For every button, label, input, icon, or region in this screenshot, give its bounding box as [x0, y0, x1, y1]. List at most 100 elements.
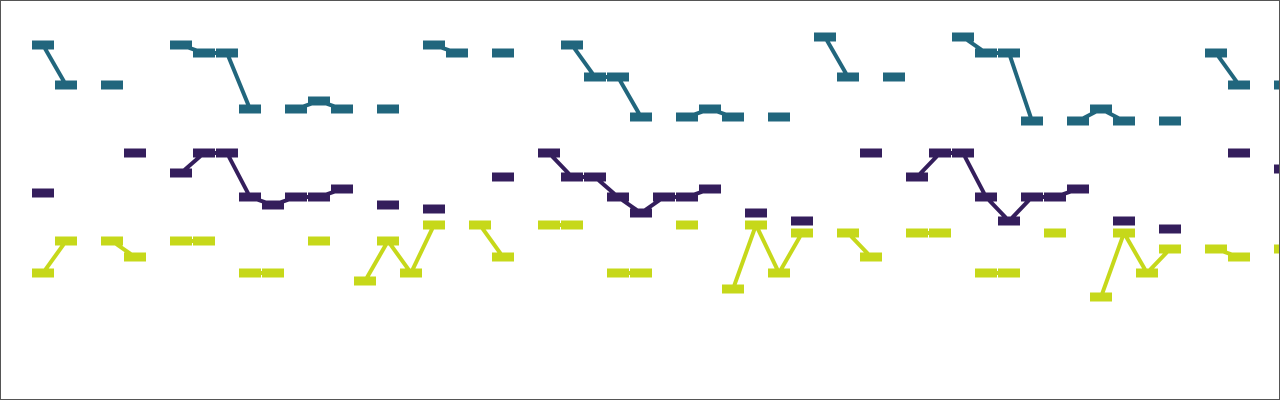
data-point-marker	[1159, 244, 1181, 254]
data-point-marker	[607, 268, 629, 278]
series-line-segment	[478, 223, 505, 259]
data-point-marker	[423, 220, 445, 230]
data-point-marker	[239, 268, 261, 278]
data-point-marker	[768, 112, 790, 122]
series-2	[32, 148, 1279, 234]
data-point-marker	[1044, 228, 1066, 238]
data-point-marker	[768, 268, 790, 278]
data-point-marker	[929, 148, 951, 158]
data-point-marker	[1113, 116, 1135, 126]
data-point-marker	[561, 220, 583, 230]
data-point-marker	[1228, 148, 1250, 158]
data-point-marker	[216, 48, 238, 58]
data-point-marker	[699, 104, 721, 114]
data-point-marker	[998, 216, 1020, 226]
data-point-marker	[1067, 184, 1089, 194]
data-point-marker	[952, 148, 974, 158]
data-point-marker	[676, 112, 698, 122]
data-point-marker	[998, 268, 1020, 278]
data-point-marker	[1067, 116, 1089, 126]
data-point-marker	[308, 96, 330, 106]
series-line-segment	[41, 44, 68, 86]
data-point-marker	[285, 192, 307, 202]
series-line-segment	[915, 151, 1079, 223]
data-point-marker	[239, 192, 261, 202]
data-point-marker	[745, 208, 767, 218]
data-point-marker	[124, 148, 146, 158]
data-point-marker	[561, 40, 583, 50]
data-point-marker	[1113, 228, 1135, 238]
data-point-marker	[101, 236, 123, 246]
data-point-marker	[538, 148, 560, 158]
data-point-marker	[837, 72, 859, 82]
data-point-marker	[446, 48, 468, 58]
data-point-marker	[423, 40, 445, 50]
data-point-marker	[1228, 80, 1250, 90]
data-point-marker	[492, 252, 514, 262]
data-point-marker	[837, 228, 859, 238]
data-point-marker	[308, 192, 330, 202]
data-point-marker	[1159, 224, 1181, 234]
data-point-marker	[607, 72, 629, 82]
data-point-marker	[308, 236, 330, 246]
data-point-marker	[170, 168, 192, 178]
data-point-marker	[1274, 164, 1279, 174]
data-point-marker	[584, 72, 606, 82]
series-line-segment	[1099, 231, 1172, 298]
series-line-segment	[823, 36, 850, 78]
data-point-marker	[607, 192, 629, 202]
series-line-segment	[547, 151, 711, 215]
series-3	[32, 220, 1279, 302]
data-point-marker	[331, 184, 353, 194]
data-point-marker	[285, 104, 307, 114]
data-point-marker	[538, 220, 560, 230]
data-point-marker	[262, 268, 284, 278]
data-point-marker	[423, 204, 445, 214]
data-point-marker	[170, 236, 192, 246]
data-point-marker	[860, 148, 882, 158]
series-layer	[32, 32, 1279, 302]
data-point-marker	[1228, 252, 1250, 262]
data-point-marker	[791, 228, 813, 238]
data-point-marker	[722, 284, 744, 294]
data-point-marker	[492, 172, 514, 182]
data-point-marker	[630, 268, 652, 278]
data-point-marker	[377, 104, 399, 114]
series-1	[32, 32, 1279, 126]
data-point-marker	[170, 40, 192, 50]
data-point-marker	[377, 236, 399, 246]
series-line-segment	[180, 43, 252, 110]
data-point-marker	[124, 252, 146, 262]
data-point-marker	[1205, 48, 1227, 58]
data-point-marker	[1159, 116, 1181, 126]
data-point-marker	[952, 32, 974, 42]
data-point-marker	[699, 184, 721, 194]
data-point-marker	[331, 104, 353, 114]
data-point-marker	[1021, 116, 1043, 126]
data-point-marker	[722, 112, 744, 122]
data-point-marker	[561, 172, 583, 182]
data-point-marker	[32, 188, 54, 198]
data-point-marker	[906, 172, 928, 182]
data-point-marker	[55, 80, 77, 90]
data-point-marker	[676, 220, 698, 230]
data-point-marker	[193, 48, 215, 58]
data-point-marker	[239, 104, 261, 114]
series-line-segment	[570, 43, 643, 118]
data-point-marker	[929, 228, 951, 238]
data-point-marker	[975, 268, 997, 278]
data-point-marker	[400, 268, 422, 278]
data-point-marker	[32, 268, 54, 278]
data-point-marker	[998, 48, 1020, 58]
data-point-marker	[1090, 104, 1112, 114]
data-point-marker	[814, 32, 836, 42]
series-line-segment	[363, 224, 436, 282]
data-point-marker	[1205, 244, 1227, 254]
data-point-marker	[32, 40, 54, 50]
series-line-segment	[41, 239, 68, 275]
data-point-marker	[1274, 244, 1279, 254]
data-point-marker	[975, 48, 997, 58]
data-point-marker	[377, 200, 399, 210]
data-point-marker	[1044, 192, 1066, 202]
data-point-marker	[469, 220, 491, 230]
